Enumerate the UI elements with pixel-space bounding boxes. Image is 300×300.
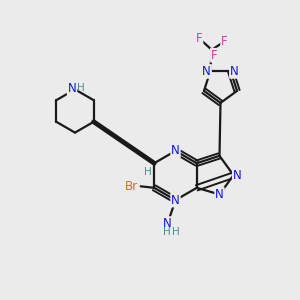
Text: N: N — [163, 217, 172, 230]
Text: F: F — [221, 35, 228, 48]
Text: N: N — [233, 169, 242, 182]
Text: N: N — [230, 65, 239, 78]
Text: H: H — [77, 83, 85, 93]
Text: N: N — [68, 82, 76, 95]
Text: H: H — [144, 167, 152, 177]
Text: N: N — [171, 194, 180, 207]
Text: F: F — [211, 49, 217, 62]
Text: Br: Br — [125, 180, 138, 193]
Text: N: N — [171, 144, 180, 158]
Text: N: N — [202, 65, 211, 78]
Text: N: N — [215, 188, 224, 201]
Text: F: F — [196, 32, 202, 45]
Text: H: H — [163, 227, 170, 238]
Text: H: H — [172, 227, 179, 238]
